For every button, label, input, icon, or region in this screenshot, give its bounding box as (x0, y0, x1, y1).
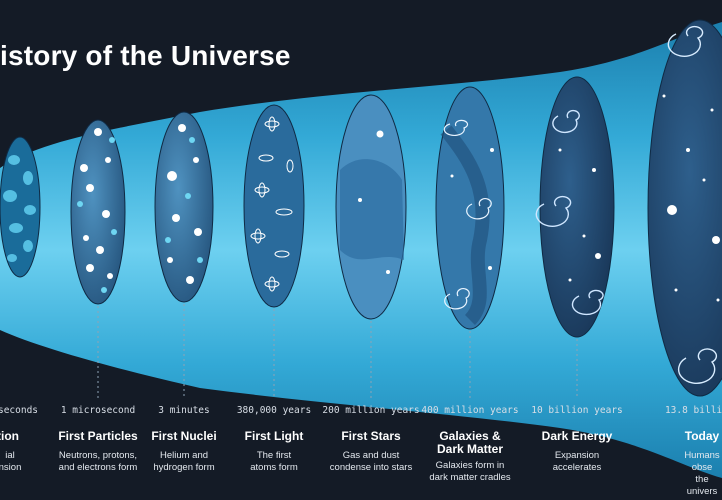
era-time: 200 million years (322, 405, 420, 416)
timeline-connectors (97, 304, 578, 398)
era-name: First Stars (341, 429, 401, 443)
era-time: 400 million years (421, 405, 519, 416)
first-nuclei-ellipse (154, 111, 214, 303)
era-name: Dark Energy (541, 429, 613, 443)
nuclei-glows (165, 137, 203, 263)
era-description: Neutrons, protons, and electrons form (58, 450, 138, 473)
first-particles-ellipse (70, 119, 126, 305)
nuclei (167, 124, 202, 284)
era-name: Galaxies & Dark Matter (436, 429, 504, 456)
era-description: Expansion accelerates (552, 450, 602, 473)
early-stars (358, 130, 390, 274)
era-name: Today (684, 429, 720, 443)
era-description: ial nsion (0, 450, 22, 473)
today-galaxies (667, 25, 718, 384)
dark-energy-stars (558, 148, 601, 282)
today-stars (662, 94, 720, 302)
era-name: First Light (244, 429, 304, 443)
gas-cloud (340, 159, 404, 260)
era-description: Helium and hydrogen form (153, 450, 215, 473)
era-description: Gas and dust condense into stars (329, 450, 413, 473)
first-light-ellipse (243, 104, 305, 308)
era-snapshots (0, 19, 722, 397)
inflation-blobs (3, 155, 36, 262)
era-time: 380,000 years (236, 405, 312, 416)
era-time: 10 billion years (531, 405, 623, 416)
particle-glows (77, 137, 117, 293)
particles (80, 128, 113, 279)
dark-matter-web (440, 125, 490, 325)
era-description: The first atoms form (250, 450, 298, 473)
galaxy-spirals (443, 119, 492, 310)
dark-energy-galaxies (535, 109, 604, 316)
era-time: 1 microsecond (60, 405, 136, 416)
era-description: Humans obse the univers (684, 450, 720, 497)
era-name: tion (0, 429, 19, 443)
era-time: 13.8 billion y (664, 405, 722, 416)
today-ellipse (647, 19, 722, 397)
galaxies-ellipse (435, 86, 505, 330)
era-description: Galaxies form in dark matter cradles (429, 460, 511, 483)
era-time: 3 minutes (158, 405, 210, 416)
galaxy-stars (450, 148, 494, 270)
atoms (250, 116, 294, 292)
era-time: seconds (0, 405, 39, 416)
era-name: First Nuclei (151, 429, 217, 443)
page-title: istory of the Universe (0, 40, 291, 71)
era-name: First Particles (58, 429, 138, 443)
